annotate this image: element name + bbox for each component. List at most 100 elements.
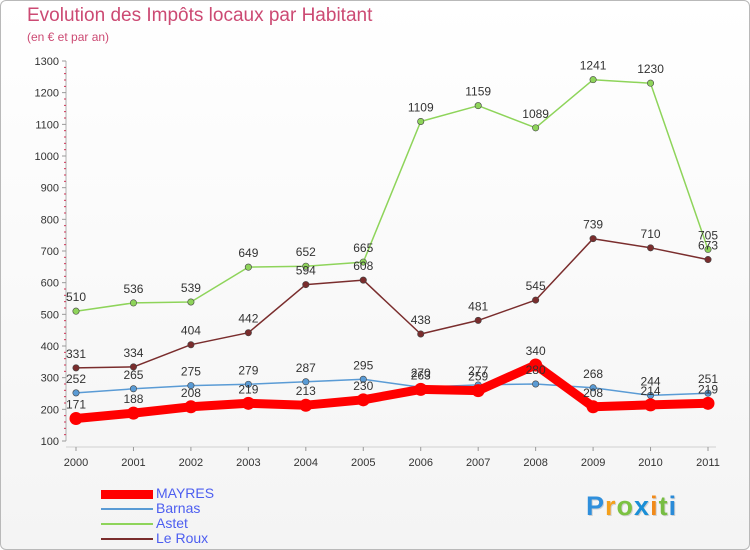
- point-mayres: [471, 384, 485, 398]
- axes: 100 200 300 400 500 600 700 800 900 1000 1100 1200 1…: [35, 56, 720, 469]
- data-label-le-roux: 673: [698, 239, 718, 253]
- logo-letter: i: [668, 491, 678, 521]
- point-barnas: [302, 378, 310, 386]
- point-mayres: [126, 406, 140, 420]
- point-le-roux: [647, 244, 655, 252]
- series-line-barnas: [75, 378, 709, 397]
- data-label-astet: 1159: [465, 85, 491, 99]
- legend: MAYRES Barnas Astet Le Roux: [101, 485, 301, 546]
- legend-item-mayres: MAYRES: [101, 485, 301, 501]
- data-label-barnas: 244: [641, 374, 661, 388]
- data-label-le-roux: 334: [123, 346, 143, 360]
- legend-item-astet: Astet: [101, 515, 301, 531]
- point-astet: [129, 299, 137, 307]
- point-mayres: [586, 400, 600, 414]
- data-label-barnas: 251: [698, 372, 718, 386]
- data-label-le-roux: 331: [66, 347, 86, 361]
- point-astet: [244, 263, 252, 271]
- point-astet: [302, 262, 310, 270]
- data-label-mayres: 219: [698, 382, 718, 396]
- point-barnas: [72, 389, 80, 397]
- y-tick-label: 1000: [35, 151, 59, 163]
- point-astet: [532, 124, 540, 132]
- x-tick-label: 2005: [351, 457, 375, 469]
- data-label-barnas: 275: [181, 365, 201, 379]
- point-astet: [474, 102, 482, 110]
- data-label-le-roux: 608: [353, 259, 373, 273]
- data-label-astet: 652: [296, 245, 316, 259]
- data-label-mayres: 340: [526, 344, 546, 358]
- data-label-astet: 1109: [408, 100, 434, 114]
- data-label-barnas: 265: [123, 368, 143, 382]
- point-barnas: [129, 385, 137, 393]
- proxiti-logo: Proxiti: [586, 491, 677, 522]
- point-le-roux: [72, 364, 80, 372]
- data-label-astet: 1089: [522, 107, 549, 121]
- point-barnas: [187, 382, 195, 390]
- point-le-roux: [417, 330, 425, 338]
- point-le-roux: [187, 341, 195, 349]
- data-label-mayres: 230: [353, 379, 373, 393]
- point-mayres: [529, 358, 543, 372]
- y-tick-label: 600: [41, 278, 59, 290]
- point-astet: [417, 117, 425, 125]
- series-line-mayres: [71, 360, 713, 423]
- y-tick-label: 800: [41, 214, 59, 226]
- point-mayres: [701, 396, 715, 410]
- y-tick-label: 100: [41, 436, 59, 448]
- data-label-le-roux: 710: [641, 227, 661, 241]
- data-label-le-roux: 404: [181, 324, 201, 338]
- legend-item-barnas: Barnas: [101, 500, 301, 516]
- point-le-roux: [474, 316, 482, 324]
- series-layer: [69, 76, 715, 426]
- data-label-astet: 665: [353, 241, 373, 255]
- data-label-le-roux: 739: [583, 218, 603, 232]
- data-label-barnas: 280: [526, 363, 546, 377]
- point-barnas: [704, 389, 712, 397]
- logo-letter: P: [586, 491, 606, 521]
- data-label-barnas: 279: [238, 363, 258, 377]
- legend-swatch: [101, 523, 153, 525]
- data-label-astet: 539: [181, 281, 201, 295]
- data-label-barnas: 295: [353, 358, 373, 372]
- data-label-mayres: 263: [411, 368, 431, 382]
- data-label-le-roux: 545: [526, 279, 546, 293]
- point-le-roux: [129, 363, 137, 371]
- y-tick-label: 400: [41, 341, 59, 353]
- y-tick-label: 1100: [35, 119, 59, 131]
- logo-letter: t: [658, 491, 669, 521]
- data-label-astet: 536: [123, 282, 143, 296]
- legend-swatch: [101, 508, 153, 510]
- point-mayres: [299, 398, 313, 412]
- x-tick-label: 2010: [638, 457, 662, 469]
- y-tick-label: 1300: [35, 56, 59, 68]
- point-mayres: [356, 393, 370, 407]
- logo-letter: x: [634, 491, 651, 521]
- data-label-barnas: 287: [296, 361, 316, 375]
- data-labels-layer: 171 188 208 219 213 230 263 259 340 208 214 219 252 2…: [66, 59, 718, 412]
- point-le-roux: [302, 281, 310, 289]
- chart-subtitle: (en € et par an): [27, 30, 110, 44]
- point-le-roux: [359, 276, 367, 284]
- y-tick-label: 900: [41, 183, 59, 195]
- y-tick-label: 1200: [35, 88, 59, 100]
- data-label-mayres: 259: [468, 370, 488, 384]
- data-label-le-roux: 438: [411, 313, 431, 327]
- x-tick-label: 2002: [179, 457, 203, 469]
- y-tick-label: 700: [41, 246, 59, 258]
- point-le-roux: [589, 235, 597, 243]
- point-astet: [72, 307, 80, 315]
- data-label-mayres: 208: [181, 386, 201, 400]
- point-astet: [704, 245, 712, 253]
- y-tick-label: 300: [41, 373, 59, 385]
- point-mayres: [644, 398, 658, 412]
- point-le-roux: [244, 329, 252, 337]
- data-label-barnas: 270: [411, 366, 431, 380]
- x-tick-label: 2000: [64, 457, 88, 469]
- data-label-mayres: 214: [641, 384, 661, 398]
- point-le-roux: [532, 296, 540, 304]
- point-barnas: [244, 380, 252, 388]
- point-barnas: [589, 384, 597, 392]
- x-tick-label: 2008: [523, 457, 547, 469]
